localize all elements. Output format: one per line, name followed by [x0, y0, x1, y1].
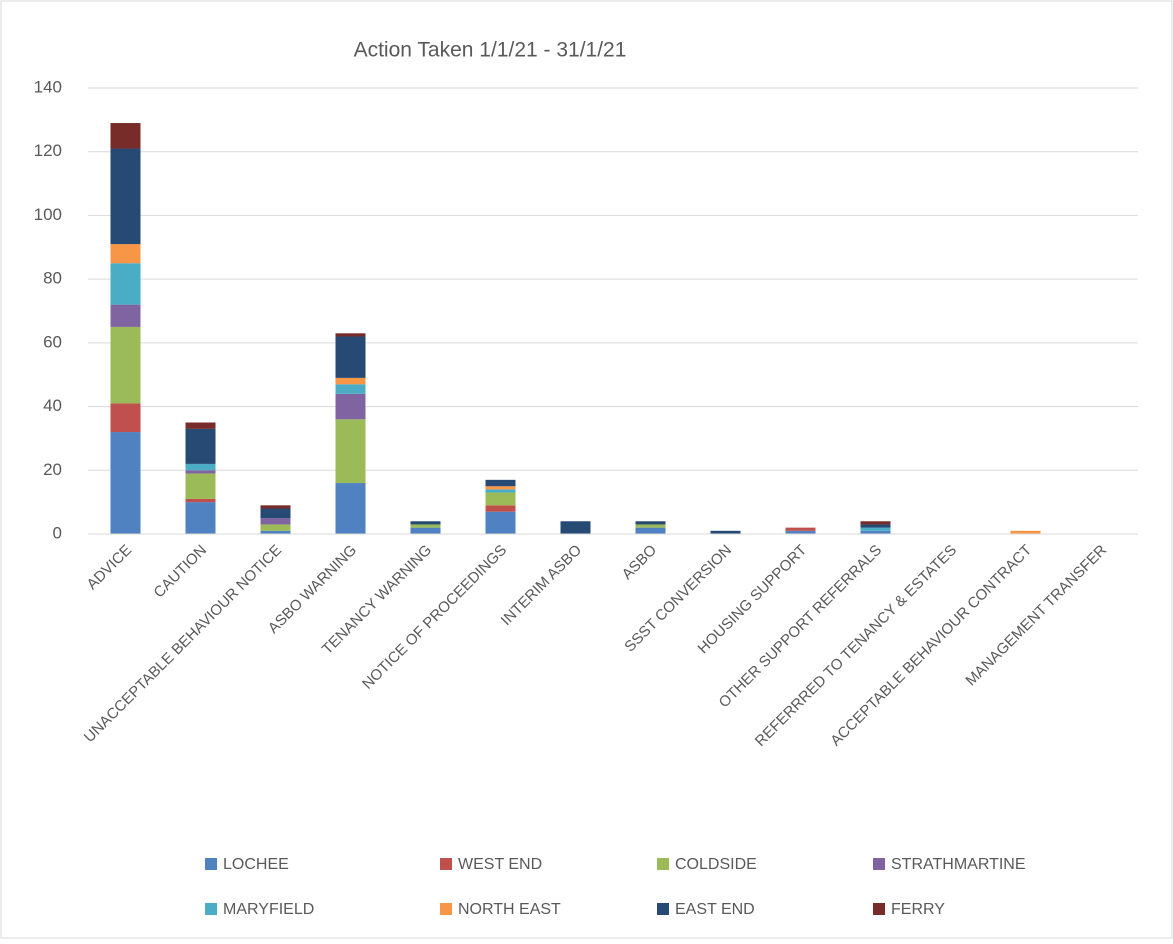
- bar-segment: [260, 530, 291, 534]
- bar-segment: [560, 521, 591, 534]
- y-tick-label: 20: [43, 460, 62, 479]
- bar-segment: [710, 530, 741, 534]
- bar-segment: [110, 326, 141, 404]
- bar-segment: [335, 377, 366, 385]
- bar-segment: [110, 263, 141, 305]
- bar-segment: [185, 502, 216, 534]
- legend-label: STRATHMARTINE: [891, 856, 1026, 873]
- bar-segment: [410, 521, 441, 525]
- bar-segment: [785, 527, 816, 531]
- bar-segment: [635, 524, 666, 528]
- legend-label: FERRY: [891, 901, 945, 918]
- bar-segment: [785, 530, 816, 534]
- y-tick-label: 80: [43, 269, 62, 288]
- y-tick-label: 140: [34, 77, 62, 96]
- bar-segment: [185, 470, 216, 474]
- bar-segment: [110, 148, 141, 245]
- bar-segment: [860, 530, 891, 534]
- bar-segment: [110, 123, 141, 149]
- bar-segment: [860, 521, 891, 525]
- bar-segment: [635, 521, 666, 525]
- bar-segment: [110, 432, 141, 534]
- y-tick-label: 100: [34, 205, 62, 224]
- bar-segment: [335, 419, 366, 484]
- legend-swatch: [657, 903, 669, 915]
- bar-segment: [260, 518, 291, 525]
- legend-label: LOCHEE: [223, 856, 289, 873]
- legend-label: NORTH EAST: [458, 901, 561, 918]
- legend-swatch: [873, 903, 885, 915]
- bar-segment: [110, 244, 141, 264]
- legend-swatch: [657, 858, 669, 870]
- bar-segment: [185, 498, 216, 503]
- bar-segment: [860, 524, 891, 528]
- bar-segment: [485, 479, 516, 487]
- legend-label: COLDSIDE: [675, 856, 757, 873]
- legend-swatch: [440, 903, 452, 915]
- legend-label: MARYFIELD: [223, 901, 314, 918]
- bar-segment: [485, 492, 516, 506]
- bar-segment: [335, 333, 366, 337]
- bar-segment: [485, 486, 516, 490]
- bar-segment: [110, 403, 141, 433]
- legend-label: WEST END: [458, 856, 542, 873]
- legend-swatch: [205, 858, 217, 870]
- y-tick-label: 120: [34, 141, 62, 160]
- bar-segment: [185, 473, 216, 499]
- bar-segment: [335, 336, 366, 378]
- bar-segment: [260, 505, 291, 509]
- bar-segment: [1010, 530, 1041, 534]
- bar-segment: [335, 483, 366, 534]
- bar-segment: [410, 527, 441, 534]
- bar-segment: [260, 524, 291, 531]
- legend-swatch: [205, 903, 217, 915]
- bar-segment: [485, 505, 516, 512]
- y-tick-label: 40: [43, 396, 62, 415]
- bar-segment: [635, 527, 666, 534]
- bar-segment: [335, 393, 366, 420]
- bar-segment: [335, 384, 366, 394]
- legend-label: EAST END: [675, 901, 755, 918]
- bar-segment: [185, 422, 216, 429]
- legend-swatch: [873, 858, 885, 870]
- chart-title: Action Taken 1/1/21 - 31/1/21: [354, 39, 627, 62]
- bar-segment: [110, 304, 141, 327]
- bar-segment: [485, 511, 516, 534]
- bar-segment: [185, 428, 216, 464]
- bar-segment: [860, 527, 891, 531]
- bar-segment: [185, 463, 216, 471]
- bar-segment: [410, 524, 441, 528]
- y-tick-label: 0: [53, 523, 62, 542]
- y-tick-label: 60: [43, 332, 62, 351]
- legend-swatch: [440, 858, 452, 870]
- bar-segment: [485, 489, 516, 493]
- bar-segment: [260, 508, 291, 519]
